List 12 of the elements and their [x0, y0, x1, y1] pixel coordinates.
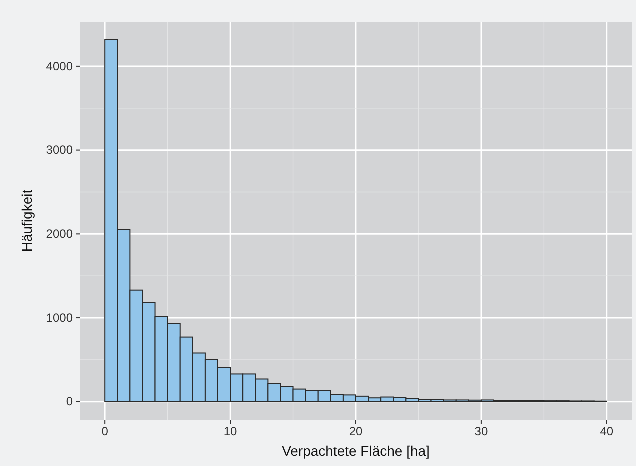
y-tick-label: 3000: [46, 143, 74, 158]
x-tick-label: 20: [349, 424, 363, 439]
y-tick-label: 4000: [46, 59, 74, 74]
x-tick-label: 40: [600, 424, 614, 439]
y-tick-label: 0: [66, 394, 74, 409]
x-axis-title: Verpachtete Fläche [ha]: [282, 443, 430, 459]
x-tick-label: 10: [224, 424, 238, 439]
x-tick-label: 0: [102, 424, 109, 439]
x-tick-label: 30: [474, 424, 488, 439]
y-tick-label: 1000: [46, 310, 74, 325]
y-axis-title: Häufigkeit: [19, 190, 35, 252]
y-tick-label: 2000: [46, 227, 74, 242]
